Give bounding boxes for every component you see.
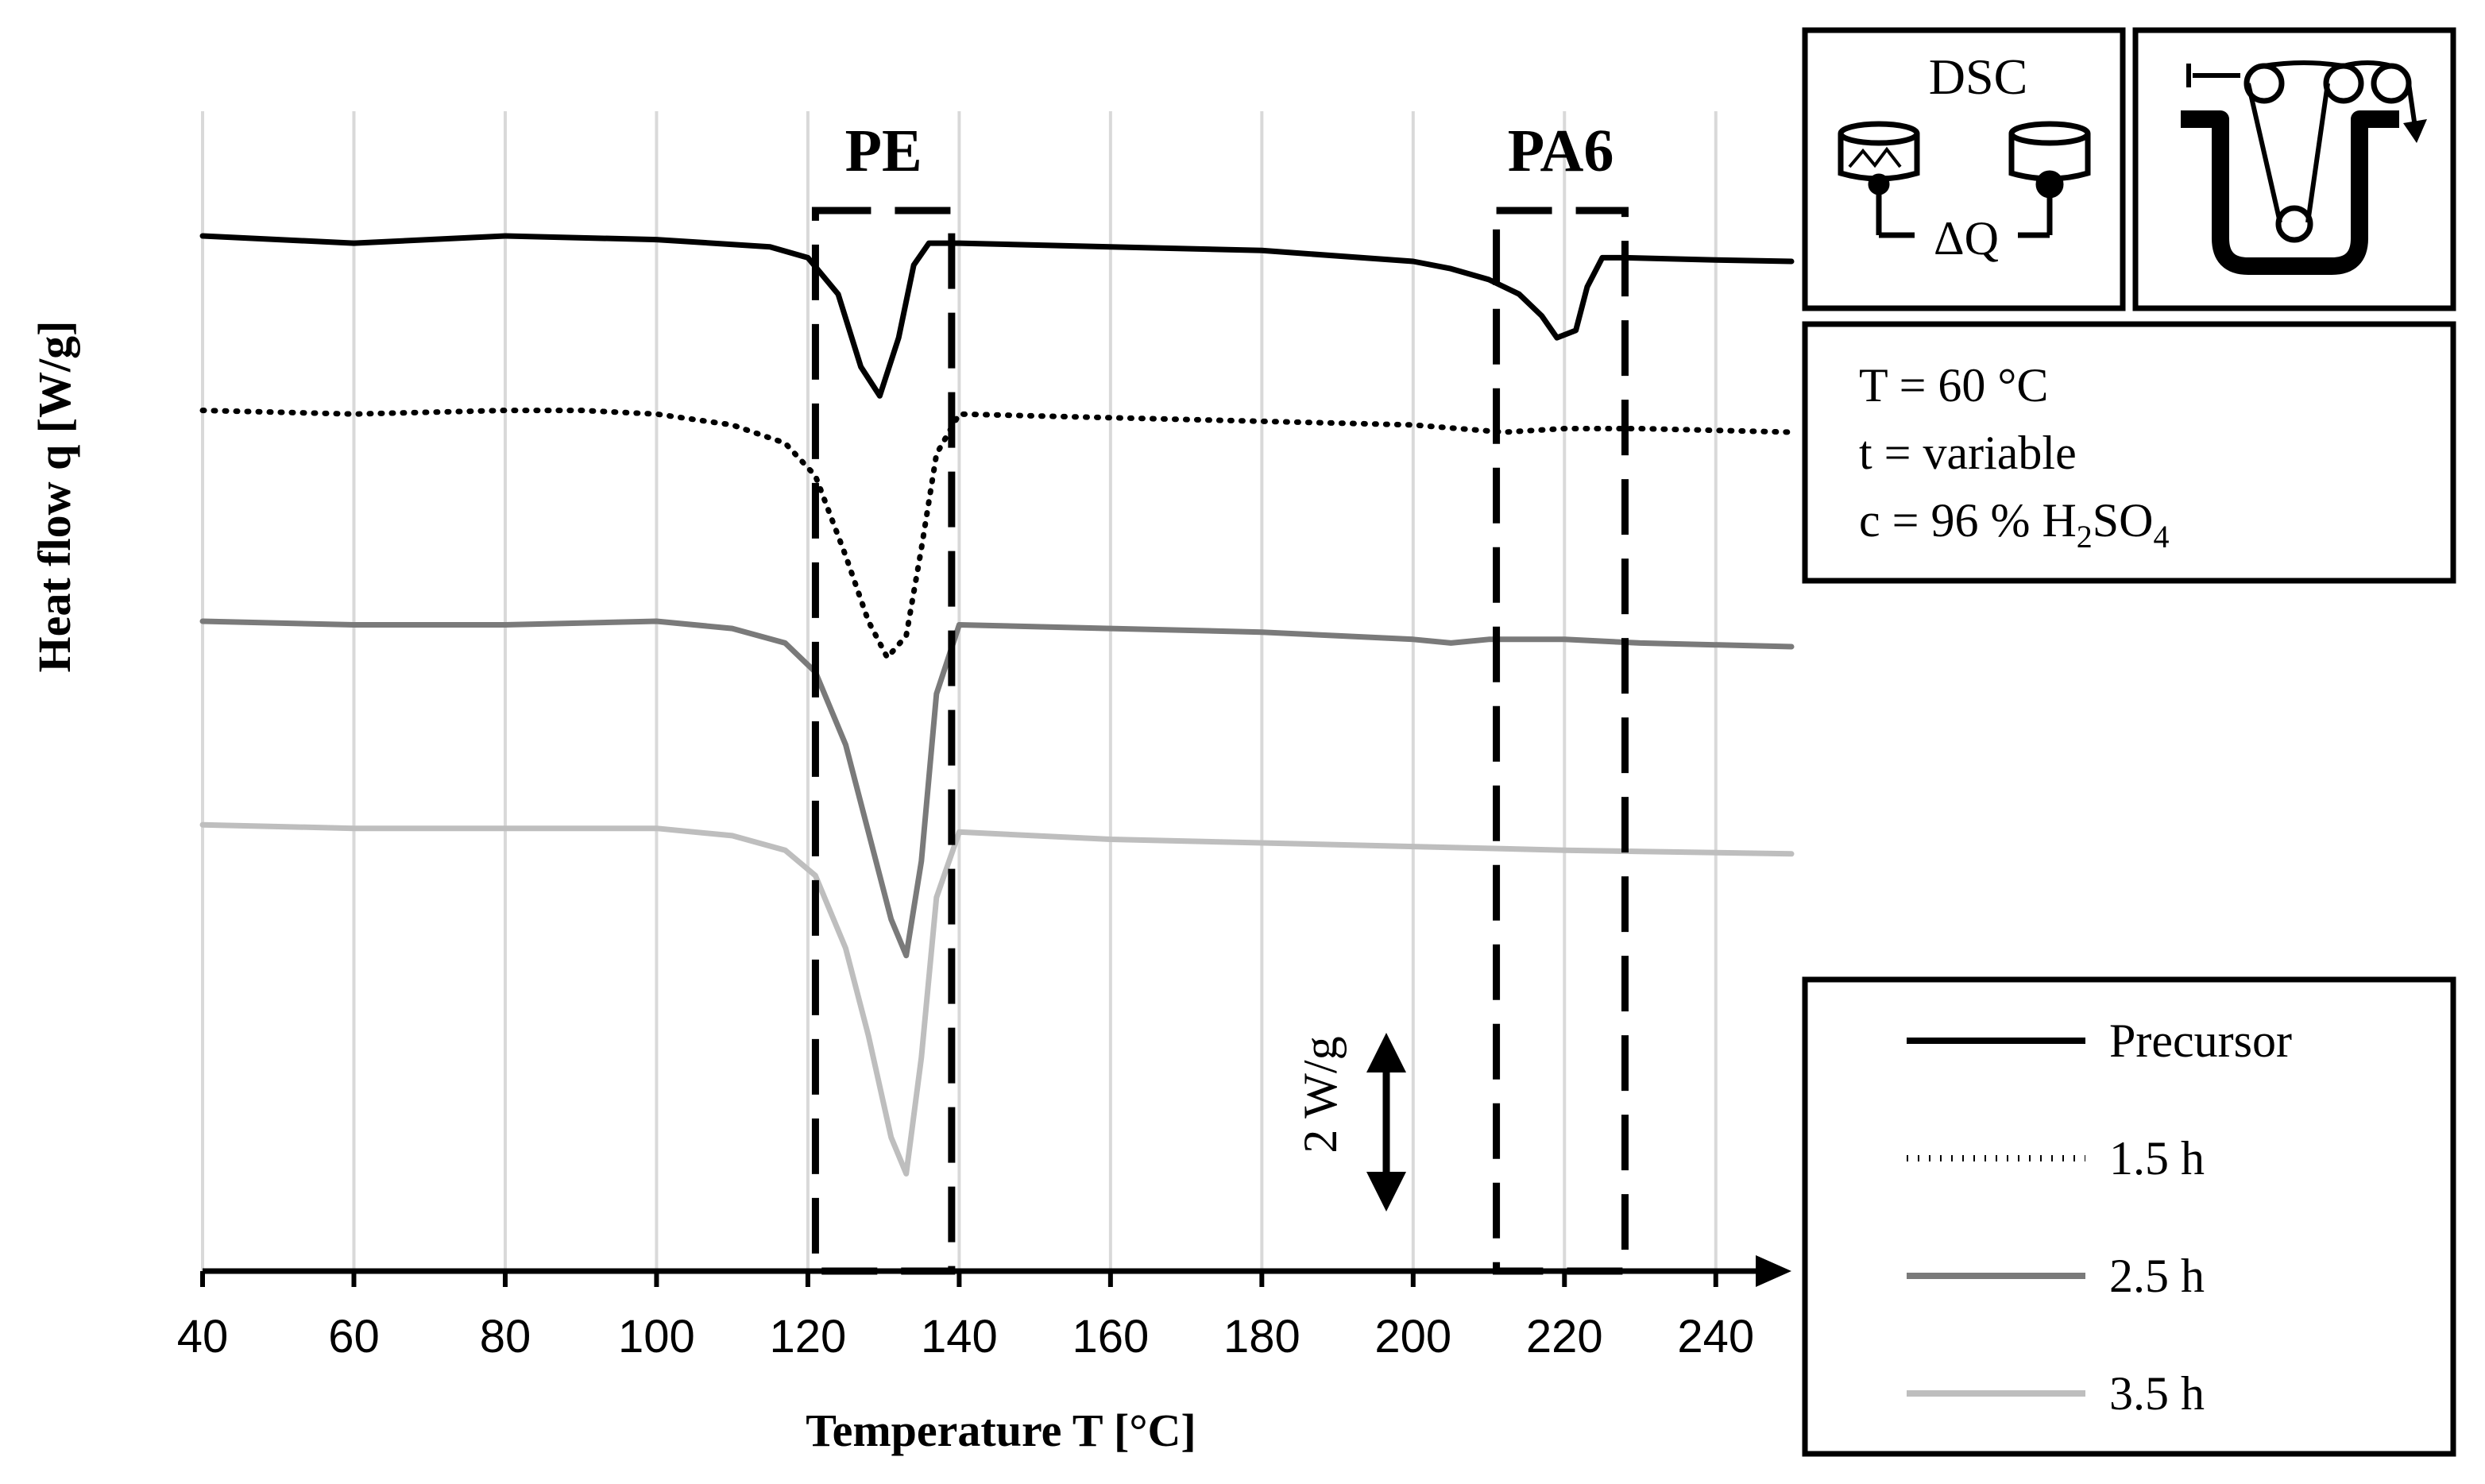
region-box [1493,207,1629,1275]
delta-q-label: ΔQ [1934,212,1999,265]
conditions-box: T = 60 °C t = variable c = 96 % H2SO4 [1802,321,2456,584]
legend-label: 2.5 h [2109,1250,2205,1302]
x-tick-label: 60 [328,1311,380,1362]
region-label: PA6 [1508,118,1614,184]
x-tick-label: 240 [1677,1311,1754,1362]
x-axis-arrowhead [1756,1255,1791,1287]
x-axis [203,1255,1791,1287]
y-axis-title: Heat flow q [W/g] [29,321,80,673]
x-tick-label: 40 [177,1311,229,1362]
legend: Precursor 1.5 h 2.5 h 3.5 h [1802,976,2456,1457]
scale-bar-arrow-up [1366,1033,1406,1072]
legend-label: Precursor [2109,1014,2292,1067]
series-line [199,821,1795,1177]
x-tick-label: 140 [921,1311,998,1362]
x-tick-label: 160 [1072,1311,1149,1362]
x-axis-title: Temperature T [°C] [806,1405,1196,1456]
scale-bar: 2 W/g [1294,1033,1406,1212]
series-line [199,618,1795,959]
scale-bar-arrow-down [1366,1172,1406,1212]
x-ticks: 40 60 80 100 120 140 160 180 200 220 240 [177,1271,1754,1362]
x-tick-label: 220 [1526,1311,1603,1362]
series-line [199,408,1795,661]
x-tick-label: 200 [1374,1311,1451,1362]
scale-bar-label: 2 W/g [1294,1036,1347,1153]
region-box [811,207,956,1275]
series-curves [199,233,1795,1177]
region-label: PE [845,118,922,184]
dsc-icon-box: DSC ΔQ [1802,27,2126,311]
region-boxes: PE PA6 [811,118,1629,1275]
grid-lines [201,111,1718,1271]
legend-label: 3.5 h [2109,1367,2205,1420]
x-tick-label: 80 [480,1311,531,1362]
legend-label: 1.5 h [2109,1132,2205,1184]
dsc-label: DSC [1929,48,2028,105]
series-line [199,233,1795,399]
bath-icon-box [2132,27,2456,311]
condition-time: t = variable [1859,427,2077,479]
x-tick-label: 120 [770,1311,847,1362]
x-tick-label: 100 [618,1311,695,1362]
condition-concentration: c = 96 % H2SO4 [1859,494,2169,555]
x-tick-label: 180 [1223,1311,1300,1362]
acid-bath-icon [2181,60,2427,275]
condition-temperature: T = 60 °C [1859,359,2048,412]
dsc-pan-icon [1838,121,2091,238]
